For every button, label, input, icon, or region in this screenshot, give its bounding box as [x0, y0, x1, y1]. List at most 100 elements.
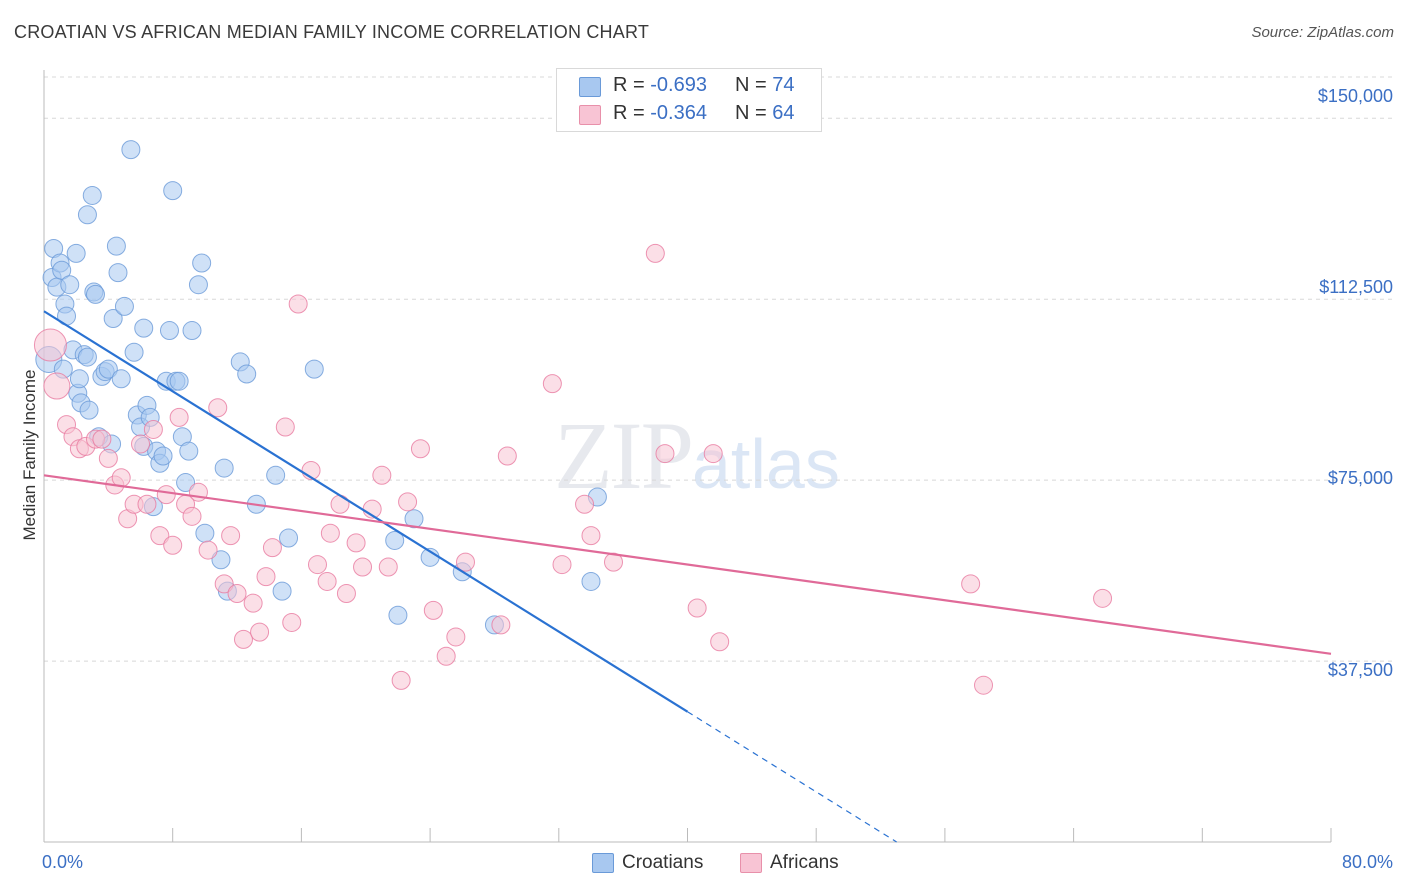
point-croatians	[82, 185, 102, 205]
point-croatians	[124, 342, 144, 362]
point-croatians	[159, 321, 179, 341]
point-croatians	[169, 371, 189, 391]
point-croatians	[192, 253, 212, 273]
point-africans	[208, 398, 228, 418]
y-tick-label-75000: $75,000	[1327, 468, 1393, 488]
legend-n-value: 74	[772, 74, 795, 96]
point-africans	[491, 615, 511, 635]
point-croatians	[114, 296, 134, 316]
legend-swatch-africans	[740, 853, 762, 873]
point-africans	[111, 468, 131, 488]
legend-r-value: -0.364	[650, 102, 707, 124]
point-africans	[282, 612, 302, 632]
point-africans	[1093, 588, 1113, 608]
point-africans	[710, 632, 730, 652]
point-croatians	[272, 581, 292, 601]
point-africans	[143, 419, 163, 439]
source-credit: Source: ZipAtlas.com	[1251, 24, 1394, 41]
point-africans	[410, 439, 430, 459]
point-africans	[169, 407, 189, 427]
point-africans	[156, 485, 176, 505]
point-croatians	[153, 446, 173, 466]
y-axis-title: Median Family Income	[20, 369, 39, 541]
point-africans	[603, 552, 623, 572]
point-africans	[974, 675, 994, 695]
point-croatians	[385, 530, 405, 550]
legend-r-label: R =	[613, 102, 651, 124]
point-africans	[221, 526, 241, 546]
legend-n-label: N =	[735, 74, 773, 96]
point-africans	[330, 494, 350, 514]
point-croatians	[77, 347, 97, 367]
point-croatians	[111, 369, 131, 389]
point-croatians	[69, 369, 89, 389]
point-africans	[497, 446, 517, 466]
legend-r-value: -0.693	[650, 74, 707, 96]
point-africans	[182, 506, 202, 526]
point-africans	[317, 571, 337, 591]
point-croatians	[121, 140, 141, 160]
point-africans	[446, 627, 466, 647]
point-africans	[92, 429, 112, 449]
point-africans	[372, 465, 392, 485]
legend-label-croatians: Croatians	[622, 852, 704, 873]
point-africans	[131, 434, 151, 454]
point-croatians	[66, 243, 86, 263]
point-croatians	[108, 263, 128, 283]
point-croatians	[106, 236, 126, 256]
point-croatians	[163, 181, 183, 201]
point-croatians	[182, 321, 202, 341]
point-africans	[214, 574, 234, 594]
y-tick-label-112500: $112,500	[1319, 277, 1393, 297]
point-africans	[198, 540, 218, 560]
legend-swatch-croatians	[592, 853, 614, 873]
point-croatians	[85, 284, 105, 304]
point-africans	[227, 584, 247, 604]
legend-swatch-croatians	[579, 77, 601, 97]
point-africans	[398, 492, 418, 512]
legend-stats: R = -0.693 N = 74 R = -0.364 N = 64	[556, 68, 822, 132]
point-croatians	[214, 458, 234, 478]
point-croatians	[266, 465, 286, 485]
legend-n-value: 64	[772, 102, 795, 124]
watermark: ZIPatlas	[554, 400, 840, 511]
point-africans	[336, 584, 356, 604]
y-tick-label-150000: $150,000	[1317, 86, 1393, 106]
point-africans	[542, 374, 562, 394]
point-croatians	[134, 318, 154, 338]
point-africans	[575, 494, 595, 514]
point-africans	[150, 526, 170, 546]
trendline-croatians	[43, 310, 689, 713]
point-africans	[137, 494, 157, 514]
point-croatians	[195, 523, 215, 543]
point-africans	[33, 328, 67, 362]
point-croatians	[237, 364, 257, 384]
point-croatians	[179, 441, 199, 461]
point-africans	[288, 294, 308, 314]
point-croatians	[176, 473, 196, 493]
point-africans	[353, 557, 373, 577]
legend-swatch-africans	[579, 105, 601, 125]
point-croatians	[98, 359, 118, 379]
point-africans	[645, 243, 665, 263]
point-africans	[423, 600, 443, 620]
point-croatians	[52, 260, 72, 280]
trendline-extension-croatians	[687, 711, 897, 843]
point-africans	[581, 526, 601, 546]
point-africans	[703, 444, 723, 464]
point-africans	[552, 555, 572, 575]
point-africans	[275, 417, 295, 437]
point-africans	[455, 552, 475, 572]
point-africans	[262, 538, 282, 558]
point-africans	[378, 557, 398, 577]
point-croatians	[211, 550, 231, 570]
point-croatians	[581, 571, 601, 591]
point-africans	[320, 523, 340, 543]
point-africans	[346, 533, 366, 553]
point-africans	[163, 535, 183, 555]
point-africans	[436, 646, 456, 666]
point-africans	[98, 448, 118, 468]
point-africans	[43, 372, 71, 400]
x-tick-label-min: 0.0%	[42, 852, 84, 872]
